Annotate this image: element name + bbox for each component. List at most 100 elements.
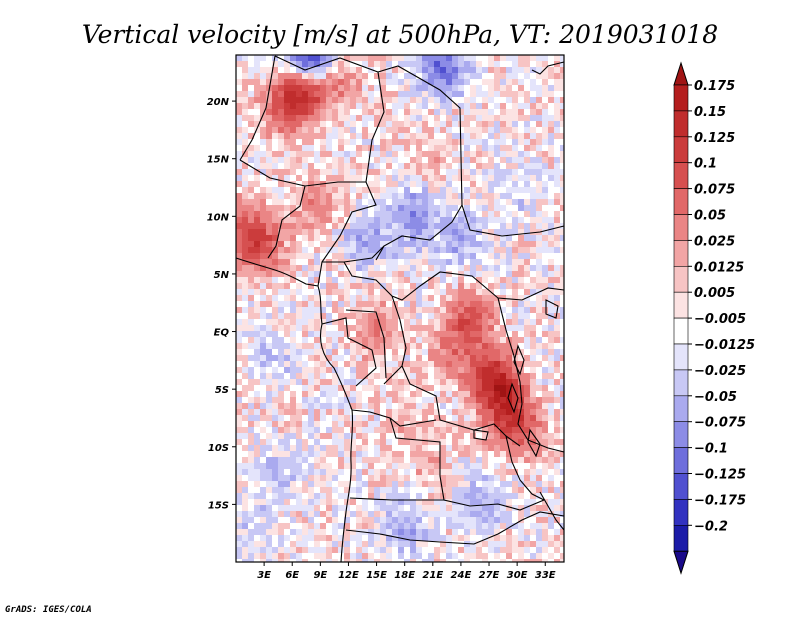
field-cell <box>260 463 266 469</box>
field-cell <box>560 103 564 109</box>
field-cell <box>338 193 344 199</box>
field-cell <box>326 517 332 523</box>
field-cell <box>512 307 518 313</box>
field-cell <box>248 535 254 541</box>
field-cell <box>266 79 272 85</box>
field-cell <box>386 199 392 205</box>
field-cell <box>458 469 464 475</box>
field-cell <box>314 439 320 445</box>
field-cell <box>236 295 242 301</box>
field-cell <box>524 109 530 115</box>
field-cell <box>326 223 332 229</box>
y-tick-label: 5S <box>215 385 229 396</box>
field-cell <box>362 493 368 499</box>
field-cell <box>374 481 380 487</box>
field-cell <box>554 487 560 493</box>
field-cell <box>314 271 320 277</box>
field-cell <box>272 313 278 319</box>
field-cell <box>242 487 248 493</box>
field-cell <box>398 403 404 409</box>
field-cell <box>548 145 554 151</box>
field-cell <box>272 457 278 463</box>
field-cell <box>356 199 362 205</box>
field-cell <box>452 67 458 73</box>
field-cell <box>494 277 500 283</box>
field-cell <box>524 199 530 205</box>
field-cell <box>464 241 470 247</box>
field-cell <box>422 211 428 217</box>
field-cell <box>518 481 524 487</box>
field-cell <box>506 151 512 157</box>
field-cell <box>500 463 506 469</box>
field-cell <box>482 349 488 355</box>
field-cell <box>386 481 392 487</box>
field-cell <box>248 115 254 121</box>
field-cell <box>248 205 254 211</box>
field-cell <box>320 481 326 487</box>
field-cell <box>560 439 564 445</box>
field-cell <box>374 229 380 235</box>
field-cell <box>272 463 278 469</box>
field-cell <box>242 151 248 157</box>
field-cell <box>554 103 560 109</box>
field-cell <box>260 349 266 355</box>
field-cell <box>482 475 488 481</box>
field-cell <box>266 547 272 553</box>
field-cell <box>434 475 440 481</box>
field-cell <box>386 79 392 85</box>
field-cell <box>266 277 272 283</box>
field-cell <box>434 415 440 421</box>
field-cell <box>428 55 434 61</box>
field-cell <box>236 157 242 163</box>
field-cell <box>242 139 248 145</box>
field-cell <box>380 235 386 241</box>
field-cell <box>392 553 398 559</box>
field-cell <box>458 397 464 403</box>
field-cell <box>506 175 512 181</box>
field-cell <box>386 391 392 397</box>
field-cell <box>290 271 296 277</box>
field-cell <box>386 553 392 559</box>
field-cell <box>554 301 560 307</box>
field-cell <box>332 301 338 307</box>
field-cell <box>494 163 500 169</box>
field-cell <box>386 223 392 229</box>
field-cell <box>368 319 374 325</box>
field-cell <box>380 409 386 415</box>
field-cell <box>470 91 476 97</box>
field-cell <box>446 445 452 451</box>
field-cell <box>434 181 440 187</box>
field-cell <box>524 85 530 91</box>
field-cell <box>374 259 380 265</box>
field-cell <box>242 511 248 517</box>
field-cell <box>530 235 536 241</box>
field-cell <box>242 109 248 115</box>
field-cell <box>290 379 296 385</box>
field-cell <box>440 223 446 229</box>
field-cell <box>356 523 362 529</box>
field-cell <box>560 529 564 535</box>
field-cell <box>248 487 254 493</box>
field-cell <box>482 289 488 295</box>
field-cell <box>278 259 284 265</box>
field-cell <box>398 433 404 439</box>
field-cell <box>320 145 326 151</box>
field-cell <box>302 535 308 541</box>
field-cell <box>554 385 560 391</box>
field-cell <box>530 199 536 205</box>
field-cell <box>392 187 398 193</box>
field-cell <box>236 67 242 73</box>
field-cell <box>284 85 290 91</box>
field-cell <box>488 61 494 67</box>
field-cell <box>236 319 242 325</box>
field-cell <box>242 463 248 469</box>
field-cell <box>302 193 308 199</box>
field-cell <box>506 355 512 361</box>
field-cell <box>506 505 512 511</box>
field-cell <box>272 487 278 493</box>
field-cell <box>392 193 398 199</box>
field-cell <box>236 547 242 553</box>
field-cell <box>440 157 446 163</box>
field-cell <box>470 463 476 469</box>
field-cell <box>236 223 242 229</box>
